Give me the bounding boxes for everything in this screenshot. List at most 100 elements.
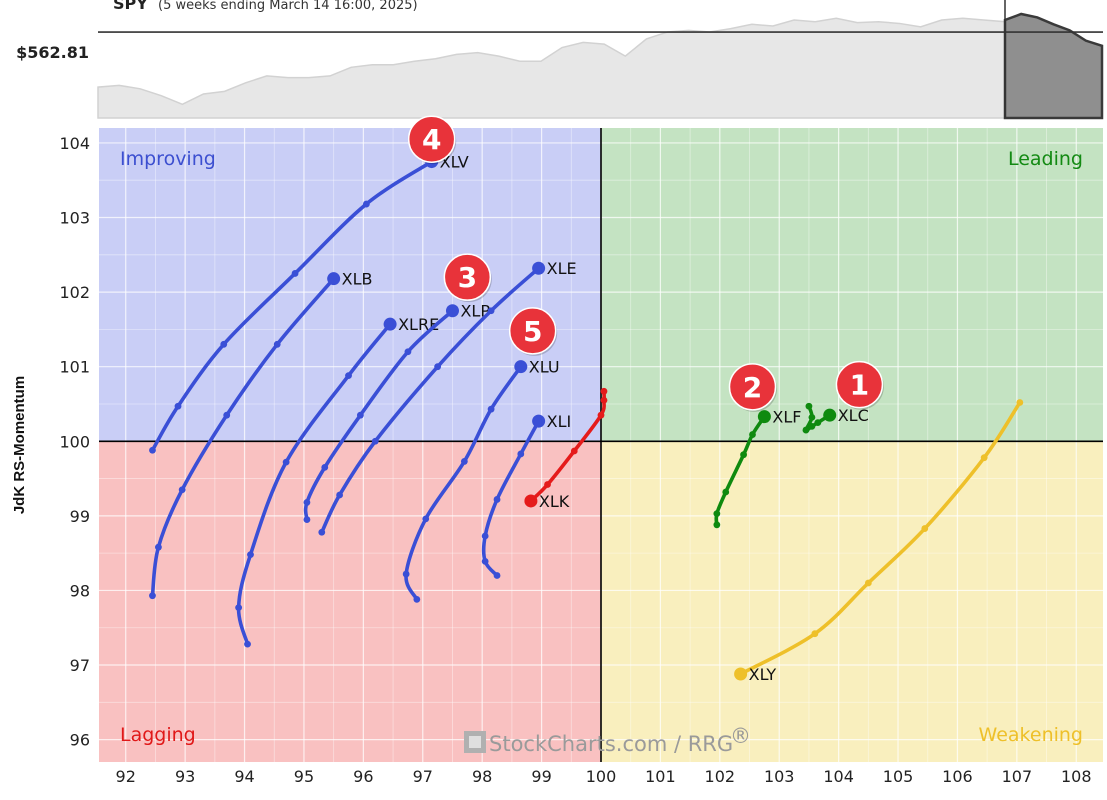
rank-badge-2: 2 — [728, 363, 777, 412]
tail-point — [493, 572, 501, 579]
badge-circle — [407, 115, 456, 163]
tail-point — [356, 411, 364, 419]
rank-badge-4: 4 — [407, 115, 457, 165]
badge-circle — [443, 253, 492, 301]
tail-point — [487, 307, 495, 315]
sector-label-xly: XLY — [749, 665, 777, 684]
tail-point — [247, 551, 254, 559]
tail-point — [174, 402, 182, 410]
tail-point — [362, 200, 370, 208]
sector-label-xlc: XLC — [838, 406, 869, 425]
x-tick-label: 97 — [413, 767, 433, 786]
sector-label-xlb: XLB — [342, 270, 373, 289]
tail-point — [814, 419, 822, 427]
badge-number: 1 — [850, 369, 869, 402]
tail-xlp[interactable]: XLP — [303, 302, 491, 523]
tail-xle[interactable]: XLE — [318, 259, 577, 536]
tail-point — [1016, 399, 1024, 406]
tail-point — [864, 579, 872, 587]
tail-head-xlre — [383, 317, 397, 331]
watermark-logo-inner-icon — [469, 736, 481, 748]
tail-point — [345, 372, 352, 380]
tail-head-xlb — [327, 272, 341, 286]
y-tick-label: 97 — [70, 656, 90, 675]
badge-circle — [728, 363, 777, 411]
price-highlight-area — [1003, 12, 1104, 120]
y-tick-label: 101 — [59, 358, 90, 377]
sector-label-xli: XLI — [547, 412, 572, 431]
tail-point — [493, 496, 501, 503]
tail-point — [336, 491, 344, 499]
x-tick-label: 101 — [645, 767, 676, 786]
watermark-registered-mark: ® — [730, 724, 751, 748]
rank-badge-1: 1 — [835, 360, 884, 410]
tail-point — [321, 463, 329, 471]
tail-point — [808, 422, 816, 430]
y-tick-label: 100 — [59, 432, 90, 451]
tail-xli[interactable]: XLI — [481, 412, 572, 579]
tail-point — [220, 340, 228, 348]
tail-point — [487, 405, 495, 413]
x-axis-ticks: 92 93 94 95 96 97 98 99 100 101 102 103 104 105 106 107… — [116, 767, 1092, 786]
x-tick-label: 100 — [586, 767, 617, 786]
watermark-text: StockCharts.com / RRG — [489, 732, 733, 756]
y-axis-ticks: 96 97 98 99 100 101 102 103 104 — [59, 134, 90, 750]
tail-point — [291, 270, 299, 277]
tail-head-xlf — [757, 410, 771, 424]
x-tick-label: 108 — [1061, 767, 1092, 786]
tail-point — [805, 402, 813, 410]
tail-point — [808, 414, 816, 421]
quadrant-lagging — [99, 441, 601, 762]
tail-point — [481, 557, 489, 565]
y-axis-label: JdK RS-Momentum — [11, 376, 28, 514]
tail-xlu[interactable]: XLU — [402, 358, 560, 603]
tail-point — [749, 431, 756, 438]
rrg-plot: Improving Leading Lagging Weakening StockCh… — [11, 115, 1103, 786]
x-tick-label: 106 — [942, 767, 973, 786]
tail-point — [422, 515, 430, 523]
x-tick-label: 96 — [353, 767, 373, 786]
tail-point — [722, 488, 730, 496]
tail-point — [371, 437, 379, 445]
tail-point — [570, 447, 578, 455]
tail-xly[interactable]: XLY — [734, 399, 1024, 684]
tail-point — [600, 387, 608, 395]
badge-circle — [508, 307, 557, 355]
tail-head-xlu — [514, 360, 528, 374]
tail-xlk[interactable]: XLK — [524, 387, 608, 511]
badge-circle — [835, 360, 884, 409]
price-area — [97, 17, 1006, 119]
quadrant-label-weakening: Weakening — [979, 724, 1083, 746]
tail-point — [402, 570, 410, 578]
tail-point — [460, 458, 468, 465]
sector-label-xlf: XLF — [772, 408, 801, 427]
sector-label-xlre: XLRE — [398, 315, 439, 334]
badge-number: 4 — [422, 123, 441, 156]
tail-xlb[interactable]: XLB — [149, 270, 373, 600]
sector-label-xlu: XLU — [529, 358, 560, 377]
tail-point — [235, 604, 243, 612]
price-mini-chart — [97, 0, 1104, 120]
x-tick-label: 103 — [764, 767, 795, 786]
tail-point — [178, 486, 186, 494]
tail-point — [318, 528, 326, 536]
tail-point — [980, 454, 988, 462]
badge-number: 5 — [523, 315, 542, 348]
x-tick-label: 102 — [705, 767, 736, 786]
y-tick-label: 99 — [70, 507, 90, 526]
tail-xlc[interactable]: XLC — [802, 402, 869, 434]
tail-point — [149, 446, 156, 454]
tail-point — [597, 411, 605, 419]
tail-point — [434, 363, 442, 371]
tail-xlf[interactable]: XLF — [713, 408, 801, 529]
x-tick-label: 99 — [531, 767, 551, 786]
badge-number: 2 — [743, 371, 762, 404]
x-tick-label: 95 — [294, 767, 314, 786]
price-label: $562.81 — [16, 43, 89, 62]
rank-badge-3: 3 — [443, 253, 492, 303]
y-tick-label: 98 — [70, 581, 90, 600]
tail-point — [517, 450, 525, 458]
tail-head-xlk — [524, 494, 538, 508]
tail-head-xle — [532, 261, 546, 275]
badge-number: 3 — [458, 261, 477, 294]
